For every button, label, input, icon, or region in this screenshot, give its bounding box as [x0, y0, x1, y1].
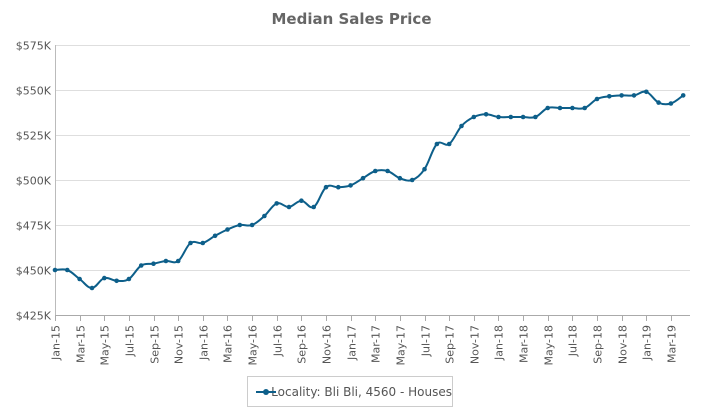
y-axis: $425K $450K $475K $500K $525K $550K $575K	[16, 40, 56, 323]
data-point	[102, 275, 107, 281]
data-point	[336, 184, 341, 190]
x-tick-label: Nov-16	[321, 325, 334, 364]
data-point	[249, 222, 255, 228]
data-point	[323, 184, 329, 190]
x-tick-label: Mar-15	[75, 325, 88, 363]
x-tick-label: Jul-15	[124, 325, 137, 357]
data-point	[631, 93, 637, 98]
x-tick-label: Mar-16	[222, 325, 235, 363]
x-tick-label: Jul-17	[420, 325, 433, 357]
data-point	[557, 105, 563, 111]
data-point	[459, 123, 464, 129]
data-point	[114, 278, 119, 284]
x-tick-label: Mar-19	[666, 325, 679, 363]
x-tick-label: Sep-15	[149, 325, 162, 364]
data-point	[138, 263, 144, 268]
y-tick-label: $575K	[16, 40, 52, 53]
data-point	[188, 240, 193, 246]
y-tick-label: $525K	[16, 130, 52, 143]
data-point	[274, 201, 280, 206]
data-point	[262, 213, 267, 219]
data-point	[570, 105, 575, 111]
data-point	[446, 141, 452, 147]
data-point	[434, 141, 440, 147]
data-point	[299, 198, 304, 203]
data-point	[360, 175, 366, 181]
x-tick-label: Nov-15	[173, 325, 186, 364]
series-layer	[52, 89, 686, 291]
data-point	[311, 204, 317, 210]
data-point	[286, 204, 292, 210]
legend[interactable]: Locality: Bli Bli, 4560 - Houses	[247, 376, 453, 407]
x-tick-label: Jan-16	[198, 325, 211, 361]
data-point	[483, 112, 489, 117]
legend-swatch	[256, 387, 276, 397]
y-tick-label: $500K	[16, 175, 52, 188]
x-tick-label: Jan-19	[641, 325, 654, 361]
x-tick-label: Jan-17	[346, 325, 359, 361]
x-tick-label: Jan-15	[50, 325, 63, 361]
legend-label: Locality: Bli Bli, 4560 - Houses	[271, 384, 452, 399]
data-point	[471, 114, 477, 120]
data-point	[619, 93, 624, 98]
data-point	[163, 258, 169, 264]
data-point	[348, 183, 353, 188]
y-tick-label: $450K	[16, 265, 52, 278]
x-tick-label: May-18	[543, 325, 556, 366]
x-tick-label: May-16	[247, 325, 260, 366]
x-tick-label: Nov-17	[469, 325, 482, 364]
x-tick-label: May-15	[99, 325, 112, 366]
y-tick-label: $475K	[16, 220, 52, 233]
y-tick-label: $550K	[16, 85, 52, 98]
data-point	[656, 100, 661, 105]
data-point	[237, 222, 243, 228]
data-point	[520, 114, 526, 120]
data-point	[582, 105, 587, 111]
data-point	[65, 267, 70, 273]
x-tick-label: Mar-18	[518, 325, 531, 363]
data-point	[496, 114, 501, 120]
data-point	[385, 168, 390, 174]
x-axis: Jan-15 Mar-15 May-15 Jul-15 Sep-15 Nov-15 Jan-…	[50, 315, 690, 366]
x-tick-label: Sep-17	[444, 325, 457, 364]
data-point	[422, 166, 427, 172]
gridlines	[55, 45, 690, 316]
x-tick-label: Mar-17	[370, 325, 383, 363]
x-tick-label: May-17	[395, 325, 408, 366]
data-point	[644, 89, 649, 95]
data-point	[409, 177, 415, 183]
data-point	[151, 261, 156, 267]
x-tick-label: Sep-16	[296, 325, 309, 364]
data-point	[126, 276, 132, 282]
x-tick-label: Nov-18	[617, 325, 630, 364]
data-point	[607, 94, 612, 99]
data-point	[89, 285, 95, 291]
data-point	[373, 168, 378, 174]
series-line	[54, 90, 684, 289]
y-tick-label: $425K	[16, 310, 52, 323]
data-point	[668, 101, 674, 106]
data-point	[533, 114, 538, 120]
data-point	[52, 267, 58, 273]
data-point	[680, 93, 686, 98]
x-tick-label: Sep-18	[592, 325, 605, 364]
data-point	[200, 240, 206, 246]
x-tick-label: Jul-18	[567, 325, 580, 357]
data-point	[508, 114, 514, 120]
chart-title: Median Sales Price	[271, 10, 432, 28]
data-point	[397, 175, 403, 181]
x-tick-label: Jan-18	[493, 325, 506, 361]
data-point	[212, 233, 218, 239]
data-point	[225, 227, 230, 232]
data-point	[545, 105, 550, 111]
x-tick-label: Jul-16	[272, 325, 285, 357]
data-point	[175, 258, 181, 264]
data-point	[77, 276, 82, 282]
data-point	[594, 96, 600, 102]
